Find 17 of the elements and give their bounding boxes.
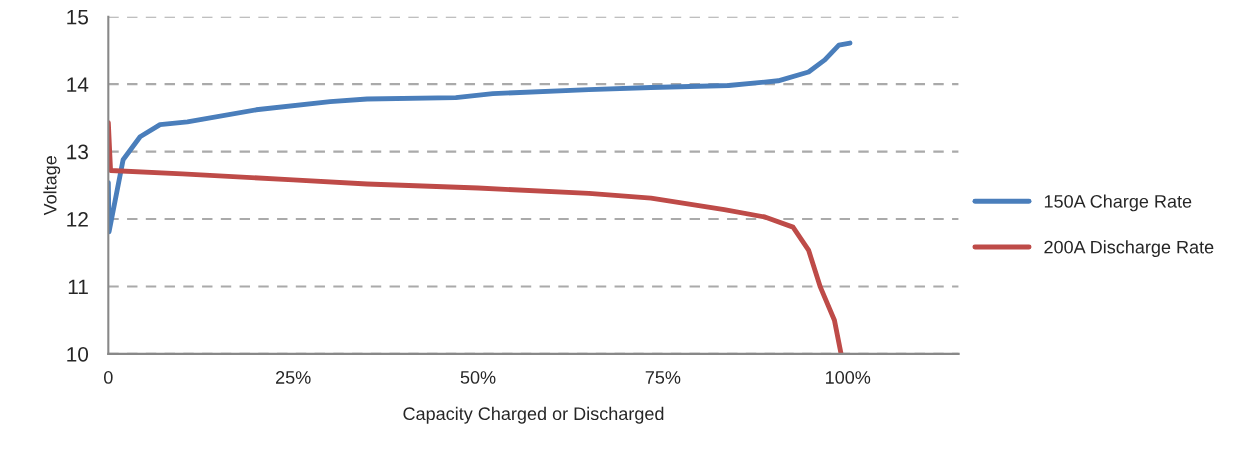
legend-label: 150A Charge Rate	[1044, 194, 1192, 212]
legend-label: 200A Discharge Rate	[1044, 240, 1214, 258]
x-tick-label: 0	[104, 371, 113, 384]
x-tick-label: 100%	[826, 371, 871, 384]
x-axis-title: Capacity Charged or Discharged	[403, 406, 664, 424]
y-tick-label: 14	[67, 77, 89, 92]
y-tick-label: 13	[67, 144, 88, 160]
x-tick-label: 25%	[276, 371, 311, 384]
line-series	[108, 40, 853, 235]
line-series	[108, 120, 844, 354]
x-tick-label: 50%	[460, 371, 496, 384]
y-tick-label: 12	[67, 212, 88, 227]
y-tick-label: 11	[68, 279, 88, 295]
y-axis-title: Voltage	[43, 156, 61, 216]
y-tick-label: 15	[67, 9, 88, 25]
y-tick-label: 10	[67, 346, 89, 362]
x-tick-label: 75%	[645, 371, 681, 384]
